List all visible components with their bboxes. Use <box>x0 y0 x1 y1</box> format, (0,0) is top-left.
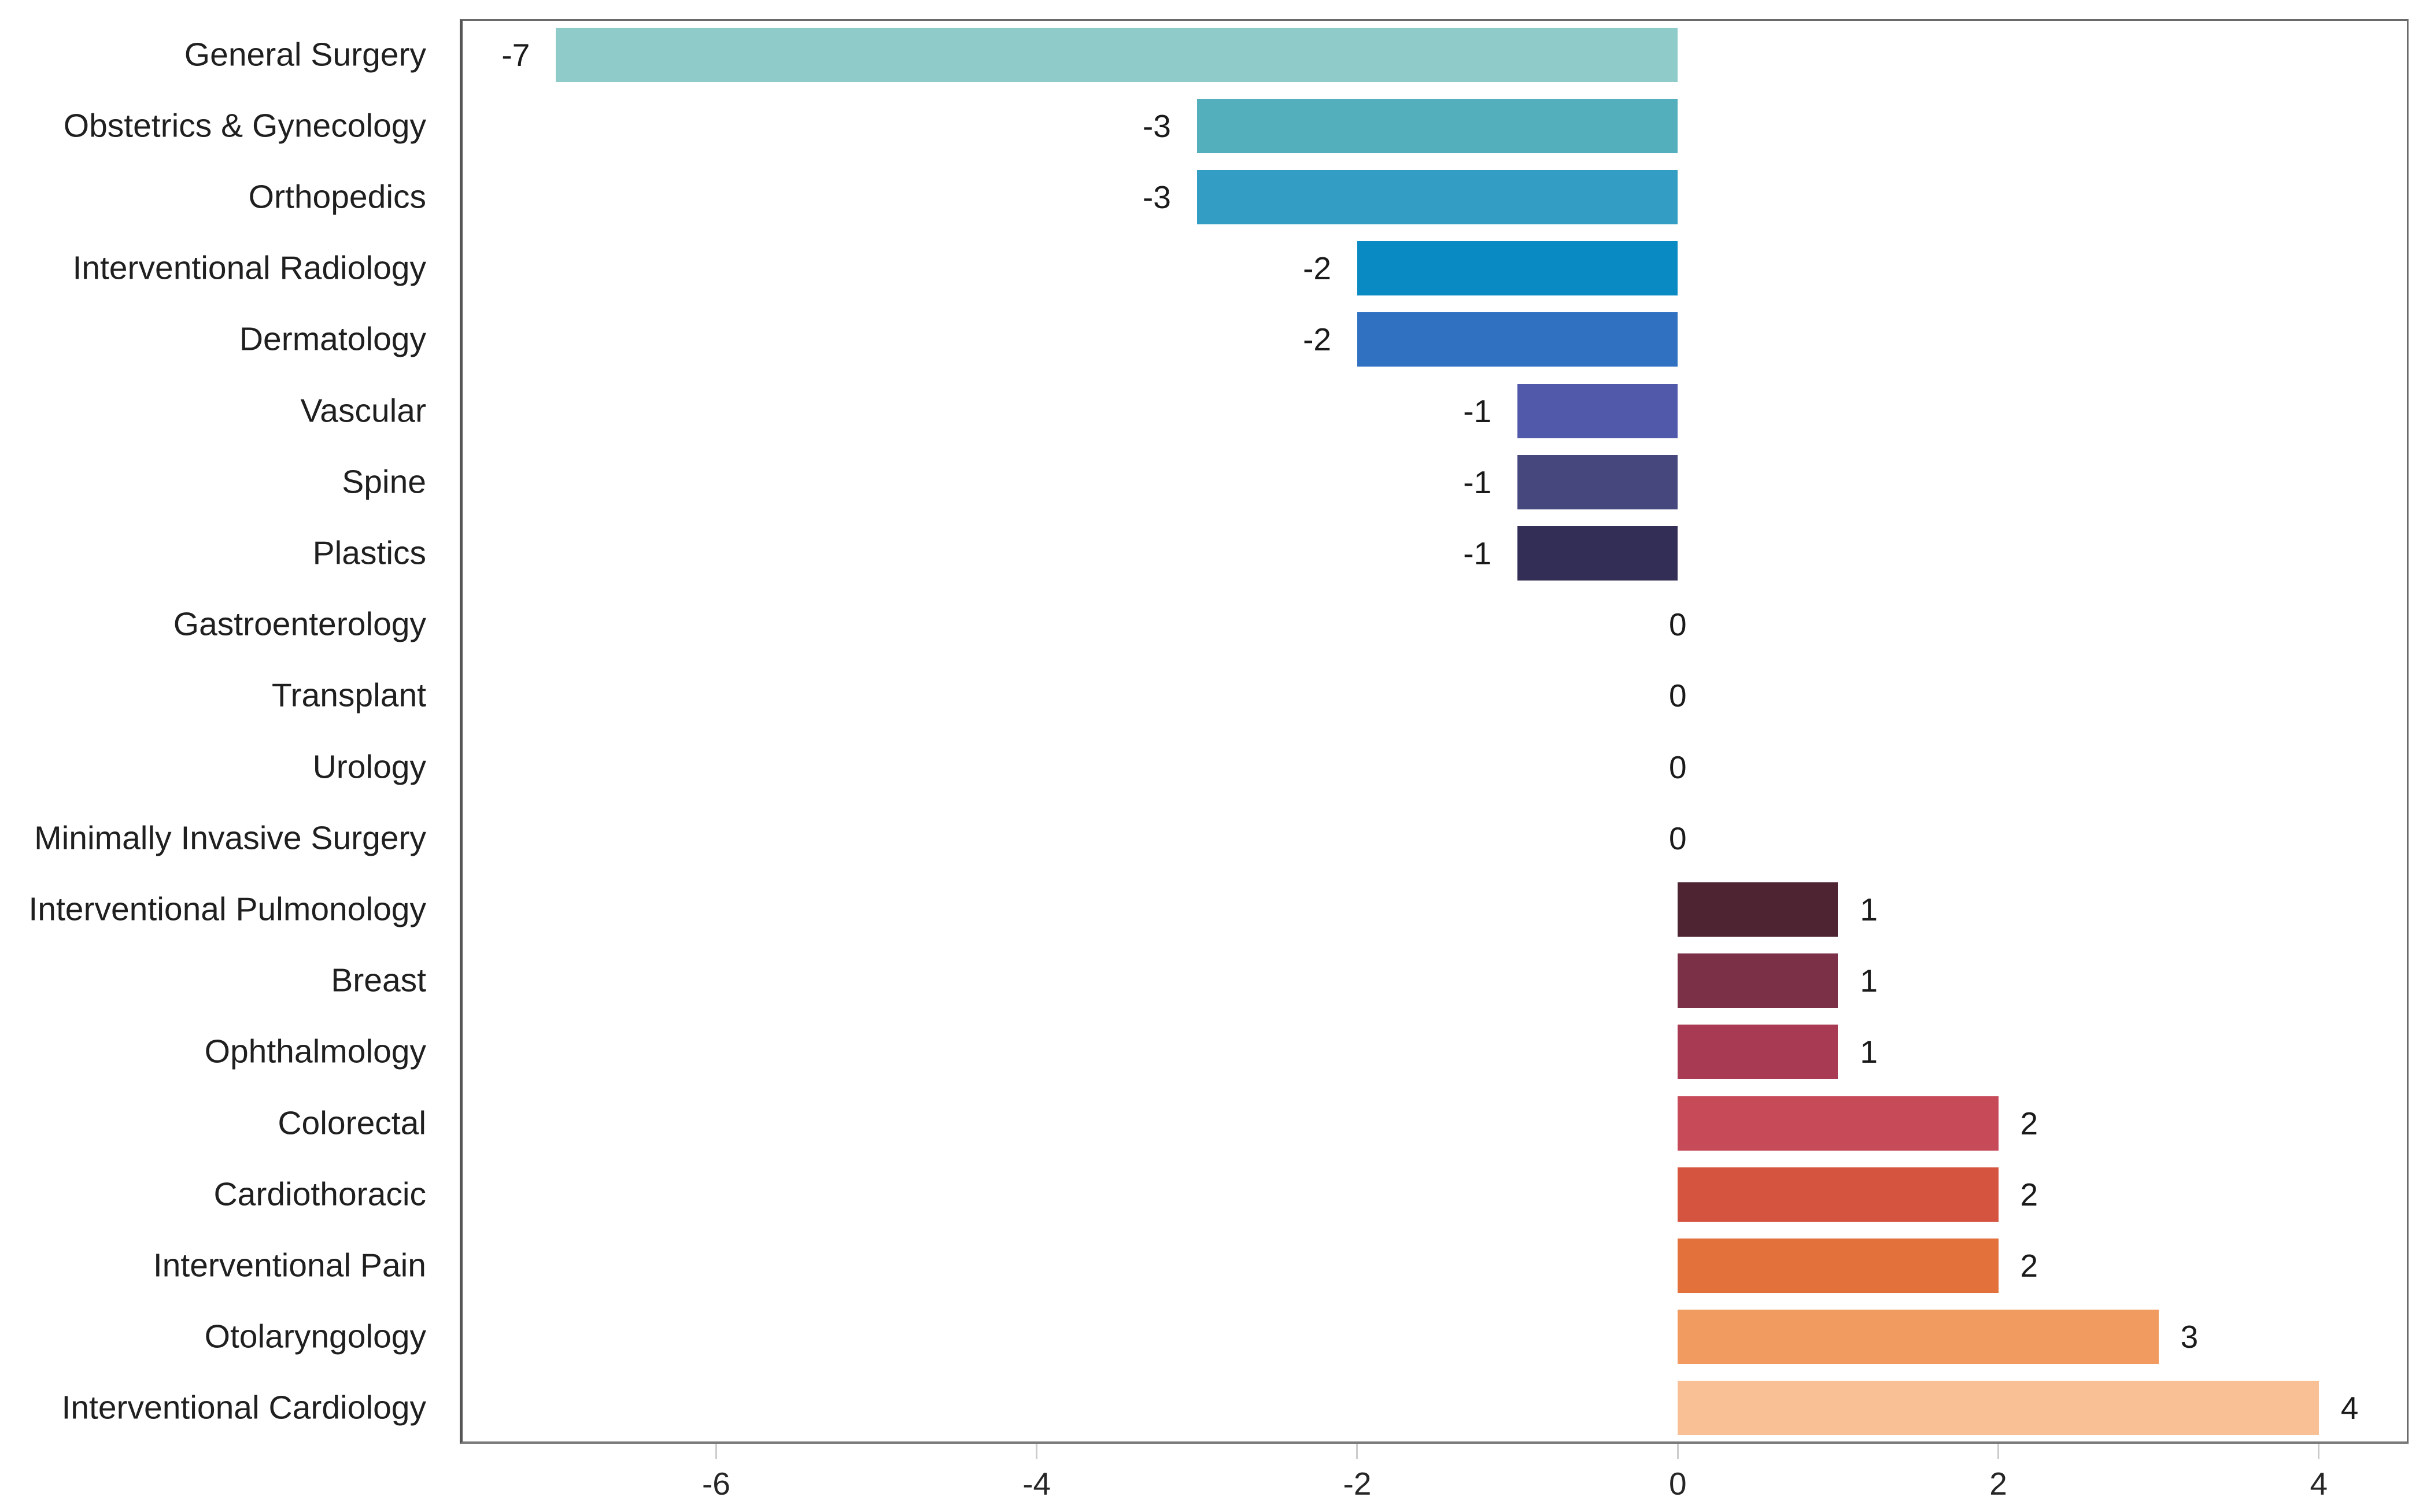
category-label-interventional-cardiology: Interventional Cardiology <box>61 1389 426 1427</box>
value-label-plastics: -1 <box>1463 535 1492 571</box>
x-tick-mark <box>1997 1444 2000 1459</box>
value-label-spine: -1 <box>1463 464 1492 500</box>
category-label-vascular: Vascular <box>300 392 426 430</box>
x-tick-label: 2 <box>1989 1465 2007 1502</box>
value-label-interventional-pain: 2 <box>2020 1247 2038 1284</box>
category-label-spine: Spine <box>342 463 426 501</box>
value-label-interventional-pulmonology: 1 <box>1860 891 1878 927</box>
value-label-interventional-radiology: -2 <box>1303 250 1331 286</box>
value-label-ophthalmology: 1 <box>1860 1034 1878 1070</box>
value-label-gastroenterology: 0 <box>1668 606 1687 642</box>
category-label-plastics: Plastics <box>312 534 426 572</box>
bar-obstetrics-and-gynecology <box>1196 98 1678 153</box>
category-label-transplant: Transplant <box>271 677 426 715</box>
category-label-urology: Urology <box>312 748 426 786</box>
category-label-interventional-pain: Interventional Pain <box>153 1247 426 1284</box>
category-label-minimally-invasive-surgery: Minimally Invasive Surgery <box>34 819 426 857</box>
category-label-breast: Breast <box>331 962 426 999</box>
category-label-dermatology: Dermatology <box>239 321 426 358</box>
value-label-cardiothoracic: 2 <box>2020 1176 2038 1212</box>
category-label-ophthalmology: Ophthalmology <box>204 1033 426 1071</box>
x-tick-mark <box>1676 1444 1679 1459</box>
value-label-transplant: 0 <box>1668 678 1687 714</box>
category-label-otolaryngology: Otolaryngology <box>204 1318 426 1355</box>
x-tick-label: -6 <box>701 1465 730 1502</box>
bar-colorectal <box>1678 1096 1999 1151</box>
category-label-gastroenterology: Gastroenterology <box>173 605 426 643</box>
x-tick-label: 0 <box>1668 1465 1687 1502</box>
value-label-general-surgery: -7 <box>501 36 530 73</box>
bar-interventional-pulmonology <box>1678 882 1838 937</box>
bar-ophthalmology <box>1678 1025 1838 1080</box>
value-label-breast: 1 <box>1860 962 1878 999</box>
bar-cardiothoracic <box>1678 1167 1999 1222</box>
bar-spine <box>1517 454 1678 509</box>
bar-breast <box>1678 953 1838 1008</box>
x-tick-mark <box>1036 1444 1038 1459</box>
bar-interventional-pain <box>1678 1239 1999 1293</box>
value-label-dermatology: -2 <box>1303 321 1331 358</box>
category-label-general-surgery: General Surgery <box>184 36 426 73</box>
bar-plastics <box>1517 526 1678 581</box>
category-label-interventional-radiology: Interventional Radiology <box>72 249 426 287</box>
value-label-obstetrics-and-gynecology: -3 <box>1142 108 1171 144</box>
bar-vascular <box>1517 383 1678 438</box>
category-label-orthopedics: Orthopedics <box>248 178 426 216</box>
x-tick-mark <box>1356 1444 1358 1459</box>
category-label-colorectal: Colorectal <box>278 1104 426 1142</box>
x-tick-mark <box>2318 1444 2320 1459</box>
value-label-interventional-cardiology: 4 <box>2340 1390 2359 1426</box>
value-label-otolaryngology: 3 <box>2180 1318 2199 1355</box>
x-tick-label: -4 <box>1022 1465 1051 1502</box>
bar-interventional-radiology <box>1357 241 1678 296</box>
value-label-orthopedics: -3 <box>1142 179 1171 215</box>
bar-interventional-cardiology <box>1678 1381 2319 1436</box>
x-tick-label: 4 <box>2310 1465 2328 1502</box>
bar-dermatology <box>1357 312 1678 367</box>
x-tick-mark <box>715 1444 717 1459</box>
bar-orthopedics <box>1196 170 1678 224</box>
bar-otolaryngology <box>1678 1310 2159 1365</box>
category-label-cardiothoracic: Cardiothoracic <box>213 1175 427 1213</box>
x-tick-label: -2 <box>1343 1465 1372 1502</box>
category-label-interventional-pulmonology: Interventional Pulmonology <box>28 890 426 928</box>
category-label-obstetrics-and-gynecology: Obstetrics & Gynecology <box>63 107 426 145</box>
plot-area <box>460 19 2409 1444</box>
value-label-urology: 0 <box>1668 749 1687 785</box>
value-label-colorectal: 2 <box>2020 1105 2038 1141</box>
bar-general-surgery <box>556 27 1678 82</box>
value-label-vascular: -1 <box>1463 393 1492 429</box>
value-label-minimally-invasive-surgery: 0 <box>1668 820 1687 856</box>
